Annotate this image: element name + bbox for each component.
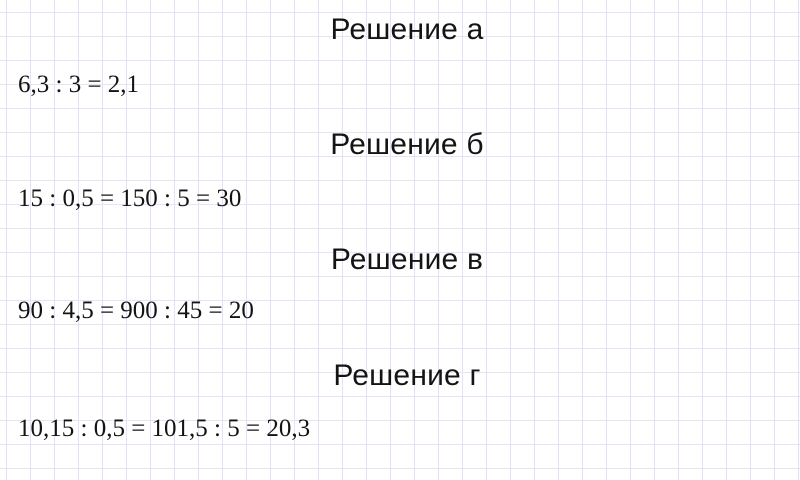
section-title-a: Решение а <box>330 13 484 46</box>
equation-v: 90 : 4,5 = 900 : 45 = 20 <box>18 297 254 324</box>
equation-g: 10,15 : 0,5 = 101,5 : 5 = 20,3 <box>18 415 311 442</box>
equation-a: 6,3 : 3 = 2,1 <box>18 71 140 98</box>
equation-b: 15 : 0,5 = 150 : 5 = 30 <box>18 185 242 212</box>
section-title-g: Решение г <box>333 359 481 392</box>
section-title-b: Решение б <box>330 128 484 161</box>
section-title-v: Решение в <box>330 243 484 276</box>
